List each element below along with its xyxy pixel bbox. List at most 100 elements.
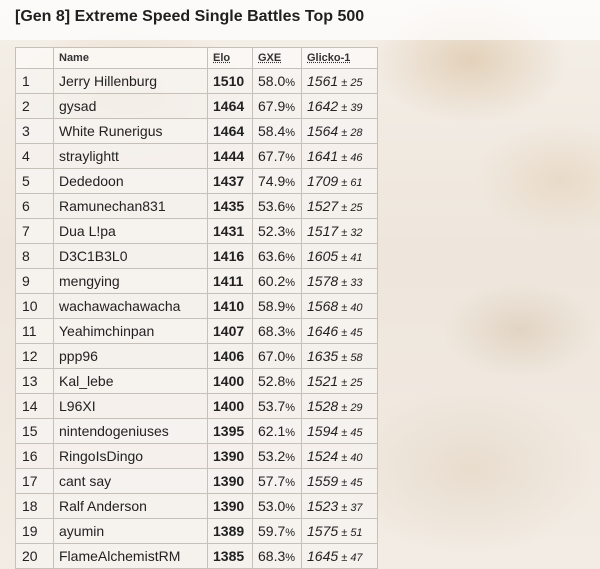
gxe-value: 58.0 bbox=[258, 73, 286, 89]
percent-sign: % bbox=[285, 377, 296, 389]
player-name-cell[interactable]: FlameAlchemistRM bbox=[53, 543, 208, 569]
glicko-deviation: ± 37 bbox=[338, 502, 363, 514]
glicko-deviation-value: 28 bbox=[350, 127, 363, 139]
gxe-value: 53.7 bbox=[258, 398, 286, 414]
percent-sign: % bbox=[285, 427, 296, 439]
gxe-cell: 74.9% bbox=[252, 168, 302, 194]
player-name-cell[interactable]: wachawachawacha bbox=[53, 293, 208, 319]
glicko-deviation-value: 40 bbox=[350, 302, 363, 314]
percent-sign: % bbox=[285, 277, 296, 289]
rank-cell: 20 bbox=[15, 543, 54, 569]
player-name-cell[interactable]: gysad bbox=[53, 93, 208, 119]
glicko-rating: 1524 bbox=[307, 448, 339, 464]
table-row: 10 wachawachawacha 1410 58.9% 1568 ± 40 bbox=[15, 293, 378, 319]
elo-cell: 1385 bbox=[207, 543, 253, 569]
player-name-cell[interactable]: ayumin bbox=[53, 518, 208, 544]
gxe-cell: 67.0% bbox=[252, 343, 302, 369]
gxe-cell: 53.0% bbox=[252, 493, 302, 519]
player-name-cell[interactable]: Ralf Anderson bbox=[53, 493, 208, 519]
gxe-cell: 57.7% bbox=[252, 468, 302, 494]
gxe-value: 58.9 bbox=[258, 298, 286, 314]
gxe-abbr: GXE bbox=[258, 52, 282, 64]
glicko-deviation-value: 40 bbox=[350, 452, 363, 464]
glicko-deviation: ± 45 bbox=[338, 427, 363, 439]
player-name-cell[interactable]: D3C1B3L0 bbox=[53, 243, 208, 269]
table-row: 19 ayumin 1389 59.7% 1575 ± 51 bbox=[15, 518, 378, 544]
player-name-cell[interactable]: Kal_lebe bbox=[53, 368, 208, 394]
column-header-name: Name bbox=[53, 47, 208, 69]
table-row: 16 RingoIsDingo 1390 53.2% 1524 ± 40 bbox=[15, 443, 378, 469]
glicko-cell: 1605 ± 41 bbox=[301, 243, 378, 269]
player-name-cell[interactable]: Ramunechan831 bbox=[53, 193, 208, 219]
player-name-cell[interactable]: Jerry Hillenburg bbox=[53, 68, 208, 94]
player-name-cell[interactable]: White Runerigus bbox=[53, 118, 208, 144]
percent-sign: % bbox=[285, 452, 296, 464]
percent-sign: % bbox=[285, 127, 296, 139]
gxe-cell: 59.7% bbox=[252, 518, 302, 544]
glicko-deviation: ± 51 bbox=[338, 527, 363, 539]
elo-cell: 1407 bbox=[207, 318, 253, 344]
glicko-deviation-value: 45 bbox=[350, 427, 363, 439]
glicko-cell: 1646 ± 45 bbox=[301, 318, 378, 344]
table-row: 4 straylightt 1444 67.7% 1641 ± 46 bbox=[15, 143, 378, 169]
column-header-glicko: Glicko-1 bbox=[301, 47, 378, 69]
glicko-deviation-value: 51 bbox=[350, 527, 363, 539]
elo-cell: 1400 bbox=[207, 393, 253, 419]
gxe-value: 59.7 bbox=[258, 523, 286, 539]
gxe-value: 53.6 bbox=[258, 198, 286, 214]
glicko-abbr: Glicko-1 bbox=[307, 52, 351, 64]
elo-cell: 1390 bbox=[207, 493, 253, 519]
rank-cell: 16 bbox=[15, 443, 54, 469]
elo-cell: 1406 bbox=[207, 343, 253, 369]
glicko-rating: 1605 bbox=[307, 248, 339, 264]
gxe-value: 68.3 bbox=[258, 323, 286, 339]
rank-cell: 4 bbox=[15, 143, 54, 169]
glicko-rating: 1594 bbox=[307, 423, 339, 439]
player-name-cell[interactable]: cant say bbox=[53, 468, 208, 494]
player-name-cell[interactable]: Yeahimchinpan bbox=[53, 318, 208, 344]
player-name-cell[interactable]: straylightt bbox=[53, 143, 208, 169]
player-name-cell[interactable]: RingoIsDingo bbox=[53, 443, 208, 469]
gxe-cell: 58.0% bbox=[252, 68, 302, 94]
elo-cell: 1389 bbox=[207, 518, 253, 544]
glicko-rating: 1578 bbox=[307, 273, 339, 289]
elo-cell: 1510 bbox=[207, 68, 253, 94]
elo-cell: 1416 bbox=[207, 243, 253, 269]
player-name-cell[interactable]: L96XI bbox=[53, 393, 208, 419]
glicko-cell: 1642 ± 39 bbox=[301, 93, 378, 119]
gxe-cell: 60.2% bbox=[252, 268, 302, 294]
player-name-cell[interactable]: mengying bbox=[53, 268, 208, 294]
gxe-value: 67.0 bbox=[258, 348, 286, 364]
player-name-cell[interactable]: nintendogeniuses bbox=[53, 418, 208, 444]
table-row: 6 Ramunechan831 1435 53.6% 1527 ± 25 bbox=[15, 193, 378, 219]
gxe-value: 53.0 bbox=[258, 498, 286, 514]
rank-cell: 6 bbox=[15, 193, 54, 219]
table-row: 14 L96XI 1400 53.7% 1528 ± 29 bbox=[15, 393, 378, 419]
ladder-title: [Gen 8] Extreme Speed Single Battles Top… bbox=[15, 8, 365, 25]
rank-cell: 11 bbox=[15, 318, 54, 344]
glicko-deviation: ± 25 bbox=[338, 77, 363, 89]
glicko-cell: 1578 ± 33 bbox=[301, 268, 378, 294]
gxe-value: 52.8 bbox=[258, 373, 286, 389]
table-row: 17 cant say 1390 57.7% 1559 ± 45 bbox=[15, 468, 378, 494]
elo-cell: 1444 bbox=[207, 143, 253, 169]
elo-abbr: Elo bbox=[213, 52, 231, 64]
glicko-cell: 1527 ± 25 bbox=[301, 193, 378, 219]
glicko-deviation-value: 58 bbox=[350, 352, 363, 364]
rank-cell: 13 bbox=[15, 368, 54, 394]
glicko-deviation: ± 25 bbox=[338, 377, 363, 389]
gxe-value: 60.2 bbox=[258, 273, 286, 289]
player-name-cell[interactable]: ppp96 bbox=[53, 343, 208, 369]
table-row: 12 ppp96 1406 67.0% 1635 ± 58 bbox=[15, 343, 378, 369]
rank-cell: 18 bbox=[15, 493, 54, 519]
glicko-cell: 1524 ± 40 bbox=[301, 443, 378, 469]
glicko-rating: 1635 bbox=[307, 348, 339, 364]
rank-cell: 17 bbox=[15, 468, 54, 494]
glicko-deviation: ± 32 bbox=[338, 227, 363, 239]
gxe-value: 58.4 bbox=[258, 123, 286, 139]
elo-cell: 1390 bbox=[207, 443, 253, 469]
player-name-cell[interactable]: Dua L!pa bbox=[53, 218, 208, 244]
ladder-table: Name Elo GXE Glicko-1 1 Jerry Hillenburg 1… bbox=[15, 47, 378, 569]
glicko-rating: 1528 bbox=[307, 398, 339, 414]
player-name-cell[interactable]: Dededoon bbox=[53, 168, 208, 194]
